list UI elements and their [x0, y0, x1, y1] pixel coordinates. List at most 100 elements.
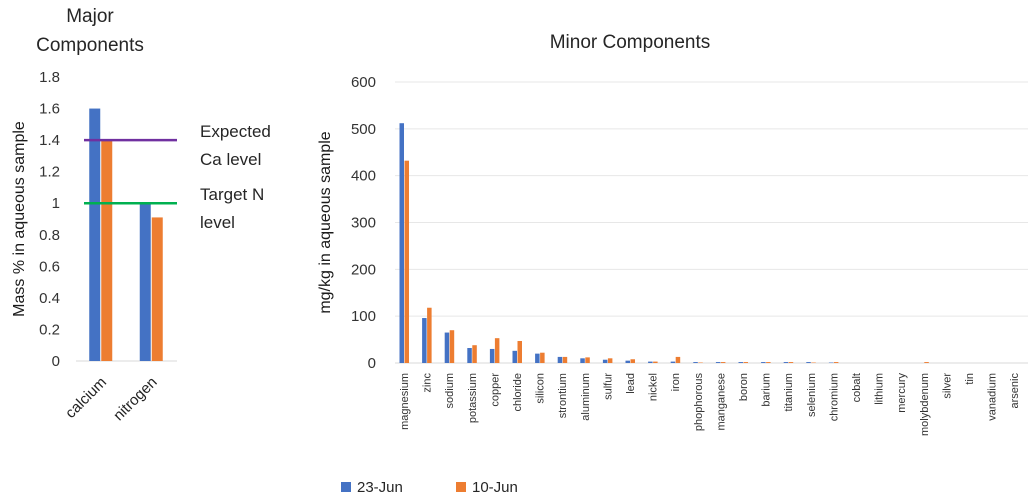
bar-nitrogen-10-Jun [151, 217, 163, 361]
x-tick-label: molybdenum [919, 373, 931, 436]
y-tick-label: 1.2 [39, 164, 60, 181]
y-tick-label: 1.6 [39, 101, 60, 118]
y-tick-label: 0.6 [39, 258, 60, 275]
bar-potassium-10-Jun [472, 345, 477, 363]
bar-selenium-23-Jun [806, 362, 811, 363]
x-tick-label: lithium [874, 373, 886, 405]
y-tick-label: 400 [351, 168, 376, 185]
chart-legend: 23-Jun 10-Jun [341, 479, 518, 496]
x-tick-label: copper [489, 373, 501, 407]
bar-silicon-10-Jun [540, 352, 545, 363]
bar-strontium-23-Jun [557, 356, 563, 363]
bar-chloride-23-Jun [512, 350, 517, 363]
y-tick-label: 1.8 [39, 69, 60, 86]
major-chart-title: Components [36, 35, 144, 56]
x-tick-label: chloride [512, 373, 524, 412]
bar-chromium-10-Jun [833, 362, 839, 363]
minor-chart-title: Minor Components [550, 32, 711, 53]
bar-zinc-23-Jun [422, 318, 427, 363]
bar-magnesium-10-Jun [404, 160, 409, 363]
reference-line-label: Ca level [200, 150, 261, 169]
bar-sulfur-10-Jun [607, 358, 613, 363]
bar-copper-23-Jun [489, 348, 495, 363]
x-tick-label: tin [964, 373, 976, 385]
y-tick-label: 0.2 [39, 321, 60, 338]
bar-lead-23-Jun [625, 360, 630, 363]
x-tick-label: manganese [715, 373, 727, 431]
bar-copper-10-Jun [494, 338, 500, 363]
x-tick-label: zinc [422, 373, 434, 393]
x-tick-label: magnesium [399, 373, 411, 430]
x-tick-label: silver [941, 373, 953, 399]
reference-line-label: Expected [200, 122, 271, 141]
y-tick-label: 0.8 [39, 227, 60, 244]
y-tick-label: 200 [351, 261, 376, 278]
bar-calcium-10-Jun [101, 140, 113, 361]
y-tick-label: 100 [351, 308, 376, 325]
legend-label: 10-Jun [472, 479, 518, 496]
x-tick-label: arsenic [1009, 373, 1021, 409]
bar-nickel-23-Jun [648, 361, 653, 363]
y-tick-label: 0 [368, 355, 376, 372]
x-tick-label: lead [625, 373, 637, 394]
bar-chloride-10-Jun [517, 340, 522, 363]
y-tick-label: 500 [351, 121, 376, 138]
legend-swatch [341, 482, 351, 492]
x-tick-label: barium [761, 373, 773, 407]
x-tick-label: nitrogen [110, 374, 160, 424]
bar-strontium-10-Jun [562, 356, 568, 363]
x-tick-label: titanium [783, 373, 795, 412]
bar-potassium-23-Jun [467, 348, 472, 363]
x-tick-label: chromium [828, 373, 840, 421]
x-tick-label: potassium [467, 373, 479, 423]
y-tick-label: 600 [351, 74, 376, 91]
bar-iron-10-Jun [675, 356, 681, 363]
bar-phophorous-23-Jun [693, 362, 698, 363]
x-tick-label: sulfur [602, 373, 614, 400]
x-tick-label: silicon [535, 373, 547, 404]
bar-sodium-10-Jun [449, 330, 455, 363]
x-tick-label: sodium [444, 373, 456, 408]
bar-molybdenum-10-Jun [924, 362, 929, 363]
legend-label: 23-Jun [357, 479, 403, 496]
bar-boron-10-Jun [743, 362, 748, 363]
major-chart-title: Major [66, 6, 114, 27]
x-tick-label: calcium [62, 374, 110, 422]
x-tick-label: selenium [806, 373, 818, 417]
bar-sodium-23-Jun [444, 332, 450, 363]
x-tick-label: mercury [896, 373, 908, 413]
y-tick-label: 0 [52, 353, 60, 370]
bar-aluminum-23-Jun [580, 358, 585, 363]
y-tick-label: 300 [351, 215, 376, 232]
x-tick-label: aluminum [580, 373, 592, 421]
bar-lead-10-Jun [630, 359, 635, 363]
bar-manganese-23-Jun [715, 362, 721, 363]
x-tick-label: vanadium [987, 373, 999, 421]
x-tick-label: cobalt [851, 373, 863, 402]
reference-line-label: level [200, 213, 235, 232]
reference-line-label: Target N [200, 185, 264, 204]
y-tick-label: 1 [52, 195, 60, 212]
bar-nitrogen-23-Jun [139, 203, 151, 361]
minor-components-chart: Minor Components 0 100 200 300 400 500 600 mg/kg… [317, 32, 1028, 436]
bar-titanium-10-Jun [788, 362, 794, 363]
bar-silicon-23-Jun [535, 353, 540, 363]
x-tick-label: nickel [648, 373, 660, 401]
bar-zinc-10-Jun [427, 307, 432, 363]
bar-titanium-23-Jun [783, 362, 789, 363]
bar-aluminum-10-Jun [585, 357, 590, 363]
x-tick-label: strontium [557, 373, 569, 418]
bar-barium-10-Jun [766, 362, 771, 363]
x-tick-label: phophorous [693, 373, 705, 432]
x-tick-label: boron [738, 373, 750, 401]
bar-nickel-10-Jun [653, 361, 658, 363]
legend-swatch [456, 482, 466, 492]
y-axis-label: Mass % in aqueous sample [11, 121, 28, 317]
y-axis-label: mg/kg in aqueous sample [317, 131, 334, 313]
bar-magnesium-23-Jun [399, 123, 404, 363]
bar-boron-23-Jun [738, 362, 743, 363]
bar-barium-23-Jun [761, 362, 766, 363]
y-tick-label: 1.4 [39, 132, 60, 149]
y-tick-label: 0.4 [39, 290, 60, 307]
